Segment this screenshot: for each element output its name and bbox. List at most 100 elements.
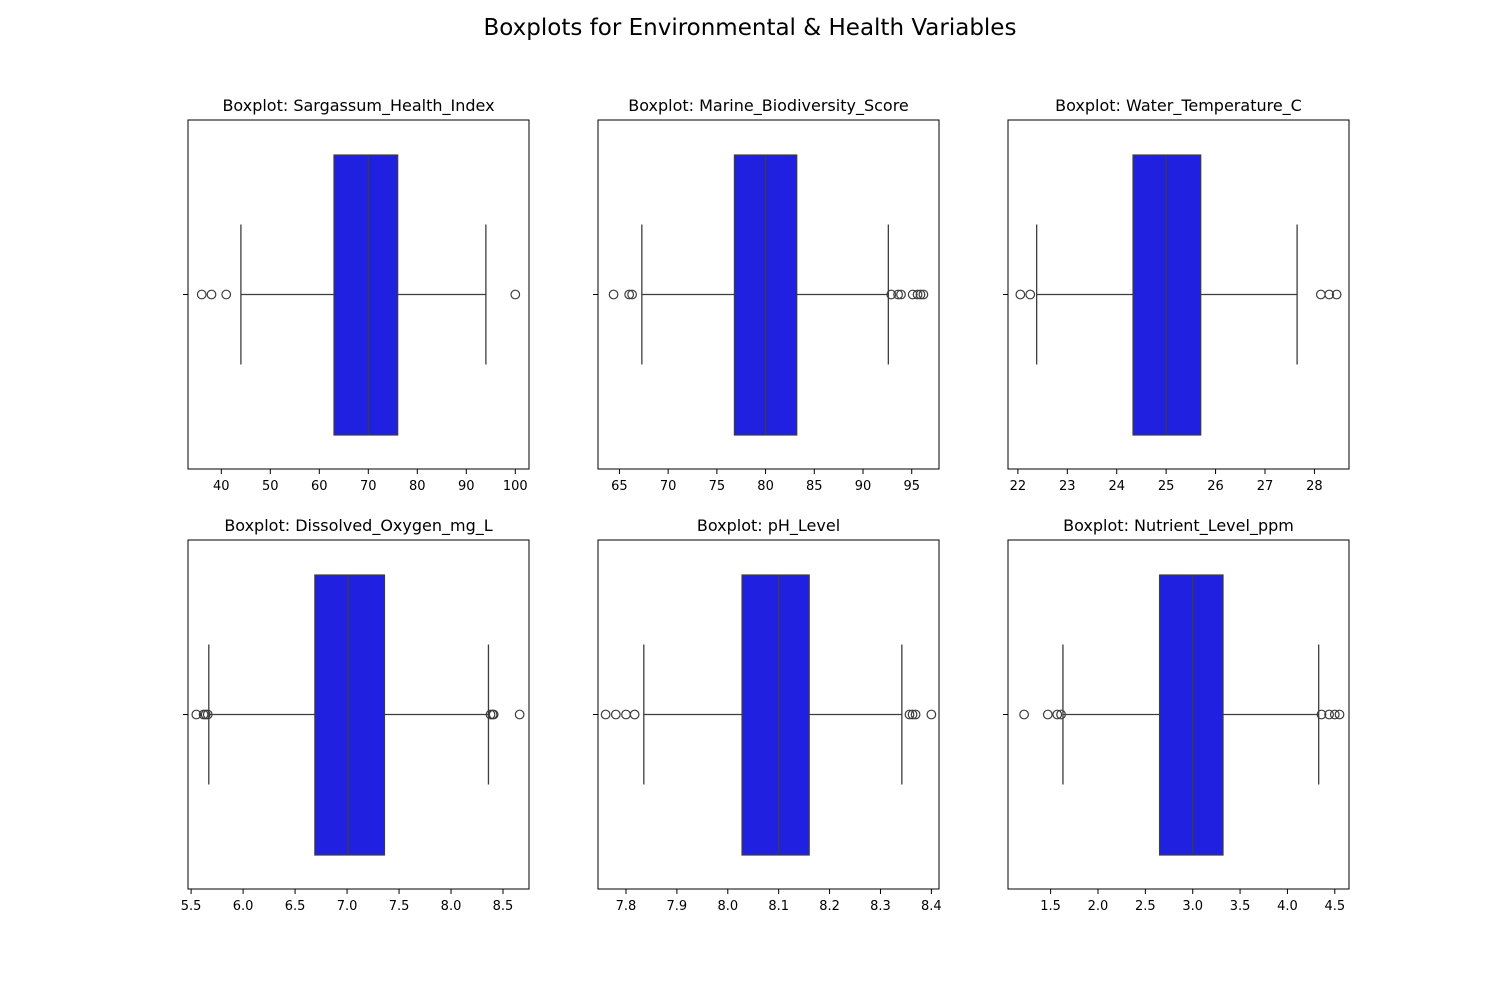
x-tick-label: 70 xyxy=(660,479,677,494)
x-tick-label: 25 xyxy=(1158,479,1175,494)
outlier-point xyxy=(1324,709,1335,720)
x-tick-label: 75 xyxy=(709,479,726,494)
x-tick-label: 26 xyxy=(1207,479,1224,494)
x-tick-label: 22 xyxy=(1010,479,1027,494)
x-tick-label: 70 xyxy=(360,479,377,494)
x-tick-label: 60 xyxy=(311,479,328,494)
outlier-point xyxy=(600,709,611,720)
iqr-box xyxy=(333,154,399,436)
x-tick-label: 40 xyxy=(213,479,230,494)
x-tick-label: 8.3 xyxy=(870,899,891,914)
outlier-point xyxy=(191,709,202,720)
outlier-point xyxy=(886,289,897,300)
x-tick-label: 4.5 xyxy=(1324,899,1345,914)
iqr-box xyxy=(741,574,810,856)
x-tick-label: 23 xyxy=(1059,479,1076,494)
x-tick-label: 6.5 xyxy=(285,899,306,914)
x-tick-label: 65 xyxy=(611,479,628,494)
outlier-point xyxy=(1042,709,1053,720)
outlier-point xyxy=(904,709,915,720)
x-tick-label: 3.5 xyxy=(1230,899,1251,914)
x-tick-label: 90 xyxy=(458,479,475,494)
outlier-point xyxy=(912,289,923,300)
panel-title: Boxplot: Marine_Biodiversity_Score xyxy=(628,96,909,116)
panel-title: Boxplot: pH_Level xyxy=(697,516,840,536)
panel-title: Boxplot: Sargassum_Health_Index xyxy=(222,96,494,116)
x-tick-label: 5.5 xyxy=(181,899,202,914)
x-tick-label: 85 xyxy=(806,479,823,494)
x-tick-label: 8.1 xyxy=(768,899,789,914)
x-tick-label: 27 xyxy=(1257,479,1274,494)
outlier-point xyxy=(1334,709,1345,720)
x-tick-label: 1.5 xyxy=(1040,899,1061,914)
boxplot-panel-2: Boxplot: Marine_Biodiversity_Score 65 70 75… xyxy=(593,96,940,494)
iqr-box xyxy=(1132,154,1202,436)
x-tick-label: 8.0 xyxy=(717,899,738,914)
outlier-point xyxy=(488,709,499,720)
outlier-point xyxy=(893,289,903,300)
x-tick-label: 80 xyxy=(409,479,426,494)
iqr-box xyxy=(314,574,386,856)
outlier-point xyxy=(915,289,926,300)
x-tick-label: 80 xyxy=(757,479,774,494)
x-tick-label: 90 xyxy=(855,479,872,494)
outlier-point xyxy=(624,289,635,300)
x-tick-label: 8.0 xyxy=(441,899,462,914)
outlier-point xyxy=(926,709,937,720)
x-tick-label: 7.8 xyxy=(616,899,637,914)
outlier-point xyxy=(1056,709,1066,720)
outlier-point xyxy=(1316,709,1327,720)
outlier-point xyxy=(1329,709,1340,720)
x-tick-label: 2.5 xyxy=(1135,899,1156,914)
outlier-point xyxy=(514,709,525,720)
boxplot-panel-5: Boxplot: pH_Level 7.8 7.9 8.0 8.1 8.2 8.3 8.4 xyxy=(593,516,942,914)
outlier-point xyxy=(910,709,921,720)
x-tick-label: 3.0 xyxy=(1182,899,1203,914)
x-tick-label: 7.9 xyxy=(667,899,688,914)
x-tick-label: 2.0 xyxy=(1088,899,1109,914)
outlier-point xyxy=(1315,289,1326,300)
outlier-point xyxy=(202,709,213,720)
outlier-point xyxy=(918,289,929,300)
figure-title: Boxplots for Environmental & Health Vari… xyxy=(483,15,1017,41)
x-tick-label: 6.0 xyxy=(233,899,254,914)
x-tick-label: 100 xyxy=(503,479,528,494)
outlier-point xyxy=(221,289,232,300)
outlier-point xyxy=(610,709,621,720)
x-tick-label: 4.0 xyxy=(1277,899,1298,914)
x-tick-label: 7.5 xyxy=(389,899,410,914)
x-tick-label: 95 xyxy=(903,479,920,494)
x-tick-label: 50 xyxy=(262,479,279,494)
panel-title: Boxplot: Nutrient_Level_ppm xyxy=(1063,516,1294,536)
outlier-point xyxy=(510,289,521,300)
outlier-point xyxy=(1019,709,1030,720)
x-tick-label: 7.0 xyxy=(337,899,358,914)
outlier-point xyxy=(1331,289,1342,300)
outlier-point xyxy=(1324,289,1335,300)
panel-title: Boxplot: Water_Temperature_C xyxy=(1055,96,1302,116)
outlier-point xyxy=(896,289,906,300)
outlier-point xyxy=(621,709,631,720)
boxplot-panel-1: Boxplot: Sargassum_Health_Index 40 50 60 70 8… xyxy=(183,96,530,494)
outlier-point xyxy=(608,289,619,300)
x-tick-label: 8.4 xyxy=(921,899,942,914)
panel-title: Boxplot: Dissolved_Oxygen_mg_L xyxy=(224,516,492,536)
outlier-point xyxy=(627,289,637,300)
outlier-point xyxy=(1052,709,1063,720)
outlier-point xyxy=(1015,289,1026,300)
outlier-point xyxy=(907,709,918,720)
outlier-point xyxy=(1025,289,1036,300)
boxplot-panel-4: Boxplot: Dissolved_Oxygen_mg_L 5.5 6.0 6.5 7… xyxy=(181,516,530,914)
x-tick-label: 8.2 xyxy=(819,899,840,914)
x-tick-label: 8.5 xyxy=(493,899,514,914)
outlier-point xyxy=(196,289,207,300)
boxplot-panel-3: Boxplot: Water_Temperature_C 22 23 24 25 26 27… xyxy=(1003,96,1350,494)
x-tick-label: 24 xyxy=(1108,479,1125,494)
outlier-point xyxy=(629,709,640,720)
iqr-box xyxy=(1158,574,1224,856)
x-tick-label: 28 xyxy=(1306,479,1323,494)
outlier-point xyxy=(907,289,918,300)
outlier-point xyxy=(206,289,217,300)
